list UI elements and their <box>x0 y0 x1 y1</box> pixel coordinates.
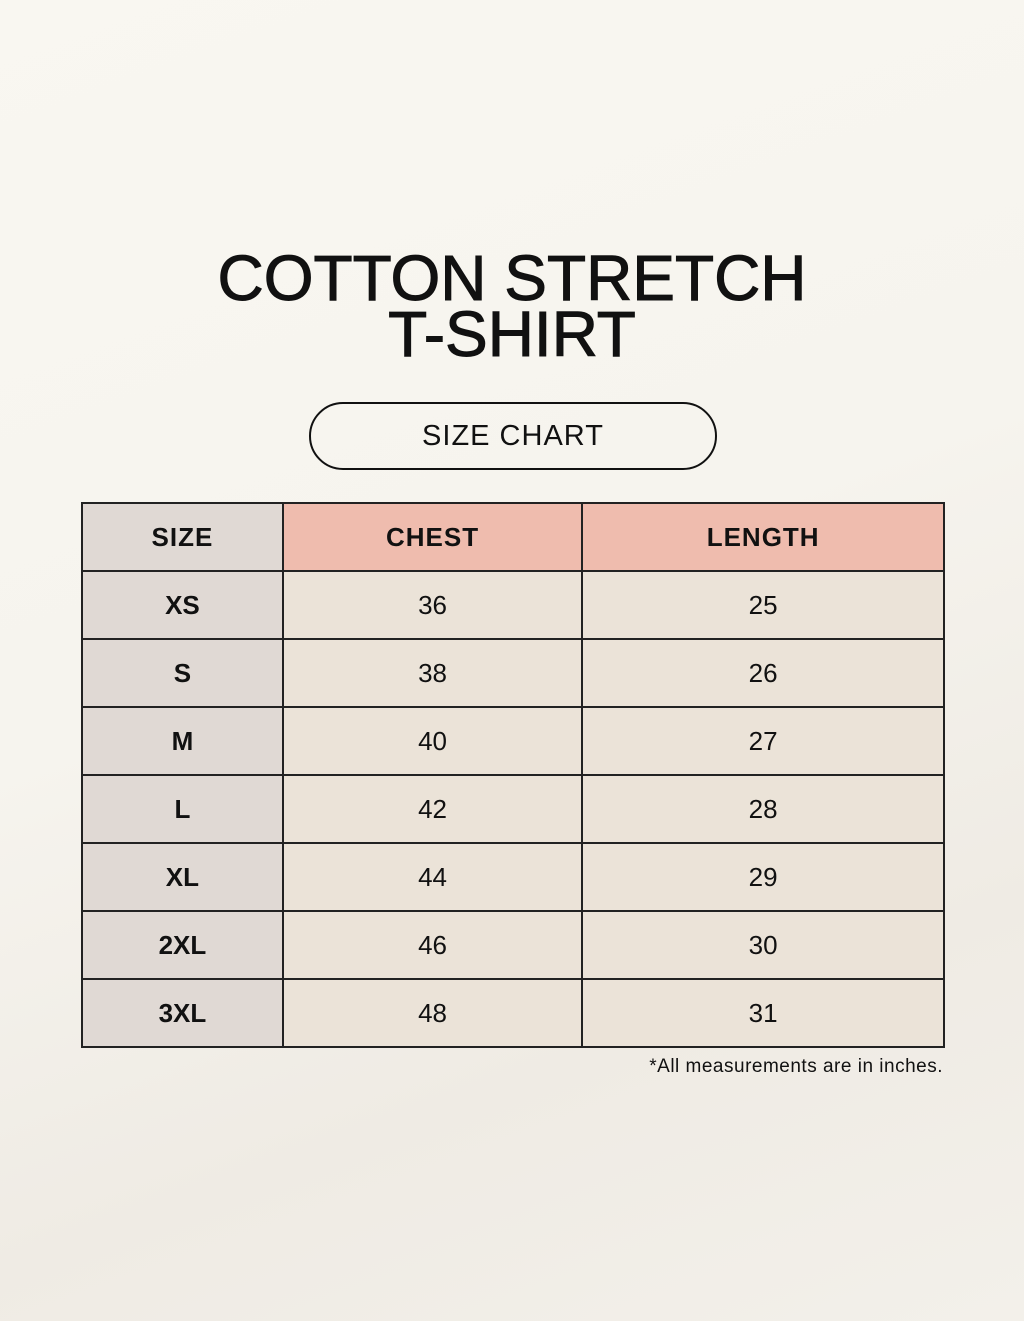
table-row: XS 36 25 <box>81 570 945 640</box>
length-cell: 29 <box>581 842 945 912</box>
column-header-length: LENGTH <box>581 502 945 572</box>
size-cell: M <box>81 706 284 776</box>
length-cell: 31 <box>581 978 945 1048</box>
table-row: M 40 27 <box>81 706 945 776</box>
column-header-size: SIZE <box>81 502 284 572</box>
length-cell: 27 <box>581 706 945 776</box>
chest-cell: 46 <box>281 910 584 980</box>
size-cell: 2XL <box>81 910 284 980</box>
size-chart-label: SIZE CHART <box>309 402 717 470</box>
chest-cell: 44 <box>281 842 584 912</box>
chest-cell: 42 <box>281 774 584 844</box>
table-row: S 38 26 <box>81 638 945 708</box>
size-cell: L <box>81 774 284 844</box>
table-row: L 42 28 <box>81 774 945 844</box>
table-header-row: SIZE CHEST LENGTH <box>81 502 945 572</box>
column-header-chest: CHEST <box>281 502 584 572</box>
length-cell: 28 <box>581 774 945 844</box>
table-row: XL 44 29 <box>81 842 945 912</box>
length-cell: 25 <box>581 570 945 640</box>
size-cell: S <box>81 638 284 708</box>
size-cell: XL <box>81 842 284 912</box>
table-row: 2XL 46 30 <box>81 910 945 980</box>
title-line-2: T-SHIRT <box>388 298 637 370</box>
title-line-1: COTTON STRETCH <box>217 242 807 314</box>
chest-cell: 36 <box>281 570 584 640</box>
chest-cell: 40 <box>281 706 584 776</box>
size-cell: XS <box>81 570 284 640</box>
length-cell: 30 <box>581 910 945 980</box>
chest-cell: 38 <box>281 638 584 708</box>
table-row: 3XL 48 31 <box>81 978 945 1048</box>
page-title: COTTON STRETCH T-SHIRT <box>0 242 1024 370</box>
length-cell: 26 <box>581 638 945 708</box>
measurement-note: *All measurements are in inches. <box>649 1056 943 1077</box>
chest-cell: 48 <box>281 978 584 1048</box>
size-table: SIZE CHEST LENGTH XS 36 25 S 38 26 M 40 27 L 42 28 XL 4… <box>81 502 945 1048</box>
size-cell: 3XL <box>81 978 284 1048</box>
